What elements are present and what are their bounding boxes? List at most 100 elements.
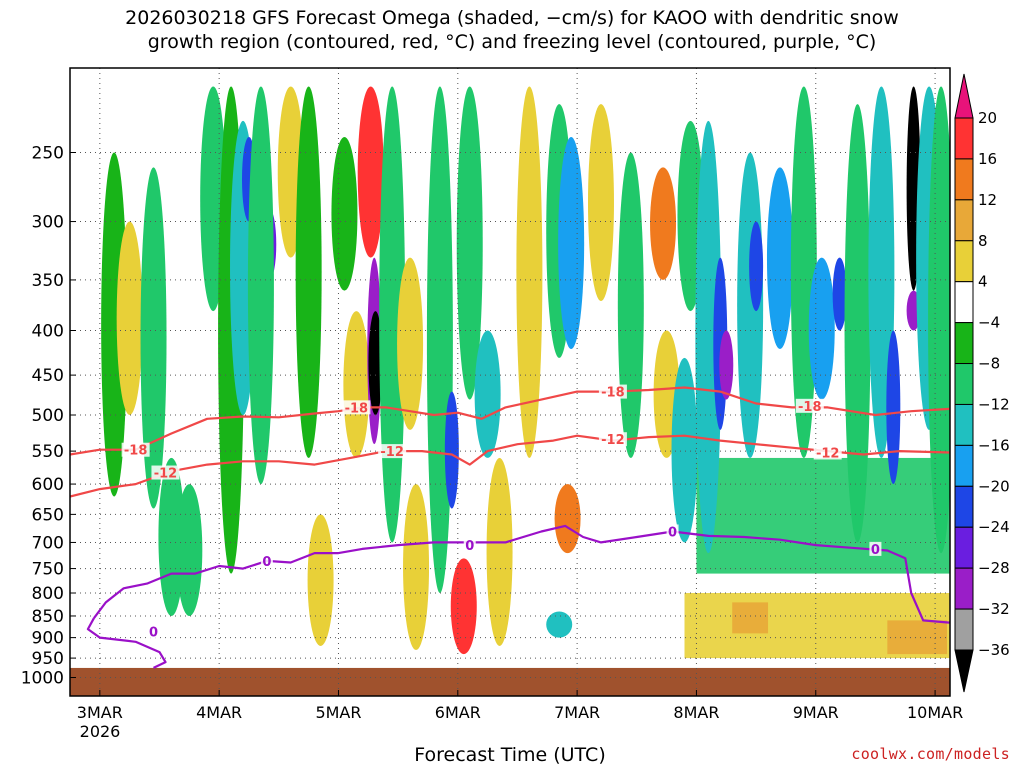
colorbar-label-4: 4 xyxy=(978,273,988,291)
omega-column-50 xyxy=(886,330,901,485)
contour-label-bg-1 xyxy=(342,400,371,415)
colorbar-swatch-12 xyxy=(954,567,974,610)
x-tick-label-4: 7MAR xyxy=(554,703,600,722)
contour-label-bg-10 xyxy=(463,538,476,553)
y-tick-label-450: 450 xyxy=(32,366,64,386)
omega-column-10 xyxy=(247,86,274,485)
omega-column-13 xyxy=(307,514,334,646)
contour-label-bg-8 xyxy=(147,624,160,639)
colorbar-swatch-7 xyxy=(954,363,974,405)
contour-label-bg-7 xyxy=(813,445,842,460)
omega-column-30 xyxy=(558,137,585,349)
y-tick-label-900: 900 xyxy=(32,629,64,649)
colorbar-top-arrow xyxy=(954,73,974,119)
contour-label-0: -18 xyxy=(124,444,148,459)
contour-line-2 xyxy=(93,524,950,624)
y-tick-label-550: 550 xyxy=(32,442,64,462)
contour-label-10: 0 xyxy=(465,539,474,554)
y-tick-label-850: 850 xyxy=(32,607,64,627)
colorbar-legend: 20 16 12 8 4 −4 −8 −12 −16 −20 −24 −28 −32 −36 xyxy=(954,73,1010,693)
colorbar-label-8: −16 xyxy=(978,436,1010,454)
x-axis: 3MAR 4MAR 5MAR 6MAR 7MAR 8MAR 9MAR 10MAR xyxy=(77,690,963,722)
omega-column-28 xyxy=(516,86,543,458)
omega-patch-1 xyxy=(732,602,769,634)
omega-column-27 xyxy=(486,457,513,646)
colorbar-swatch-10 xyxy=(954,485,974,528)
colorbar-swatch-13 xyxy=(954,608,974,651)
contour-line-0 xyxy=(70,386,950,456)
y-tick-label-600: 600 xyxy=(32,475,64,495)
omega-column-12 xyxy=(295,86,322,458)
colorbar-label-11: −28 xyxy=(978,559,1010,577)
omega-column-34 xyxy=(617,152,644,458)
y-tick-label-750: 750 xyxy=(32,560,64,580)
x-tick-label-5: 8MAR xyxy=(673,703,719,722)
omega-column-44 xyxy=(766,167,793,349)
y-tick-label-500: 500 xyxy=(32,406,64,426)
y-tick-label-800: 800 xyxy=(32,584,64,604)
x-tick-label-3: 6MAR xyxy=(435,703,481,722)
chart-title-line1: 2026030218 GFS Forecast Omega (shaded, −… xyxy=(125,7,899,29)
x-tick-label-7: 10MAR xyxy=(907,703,963,722)
contours: -18 -18 -18 -18 -12 -12 -12 -12 0 0 0 0 0 xyxy=(70,384,950,669)
omega-column-22 xyxy=(426,86,453,594)
colorbar-label-1: 16 xyxy=(978,150,997,168)
colorbar-label-6: −8 xyxy=(978,355,1000,373)
contour-label-bg-3 xyxy=(795,398,824,413)
contour-label-5: -12 xyxy=(380,445,404,460)
y-axis: 2503003504004505005506006507007508008509… xyxy=(21,144,76,689)
omega-patch-3 xyxy=(696,457,950,574)
colorbar-label-5: −4 xyxy=(978,314,1000,332)
contour-label-7: -12 xyxy=(816,446,840,461)
contour-label-6: -12 xyxy=(601,433,625,448)
credit-link[interactable]: coolwx.com/models xyxy=(851,745,1010,763)
colorbar-swatch-4 xyxy=(954,240,974,283)
x-axis-label: Forecast Time (UTC) xyxy=(414,744,606,766)
colorbar-swatch-5 xyxy=(954,281,974,324)
contour-label-bg-0 xyxy=(121,442,150,457)
omega-column-41 xyxy=(719,330,734,400)
y-tick-label-400: 400 xyxy=(32,322,64,342)
y-tick-label-950: 950 xyxy=(32,649,64,669)
colorbar-label-9: −20 xyxy=(978,477,1010,495)
omega-column-37 xyxy=(671,357,698,543)
omega-column-23 xyxy=(444,391,459,509)
contour-label-bg-9 xyxy=(260,553,273,568)
y-tick-label-350: 350 xyxy=(32,271,64,291)
chart-title-line2: growth region (contoured, red, °C) and f… xyxy=(147,31,877,53)
omega-column-32 xyxy=(546,611,573,638)
contour-label-bg-6 xyxy=(598,432,627,447)
plot-frame xyxy=(69,67,951,697)
omega-column-45 xyxy=(790,86,817,458)
omega-column-1 xyxy=(116,221,143,416)
colorbar-bottom-arrow xyxy=(954,649,974,693)
omega-column-15 xyxy=(343,311,370,458)
y-tick-label-1000: 1000 xyxy=(21,669,64,689)
omega-column-33 xyxy=(587,104,614,301)
colorbar-swatch-1 xyxy=(954,117,974,160)
colorbar-label-3: 8 xyxy=(978,232,988,250)
colorbar-swatch-8 xyxy=(954,403,974,446)
y-tick-label-300: 300 xyxy=(32,213,64,233)
contour-label-bg-5 xyxy=(378,444,407,459)
x-tick-label-0: 3MAR xyxy=(77,703,123,722)
omega-column-20 xyxy=(397,257,424,430)
colorbar-swatch-11 xyxy=(954,526,974,569)
x-tick-label-2: 5MAR xyxy=(315,703,361,722)
terrain-band xyxy=(70,667,950,696)
omega-column-0 xyxy=(101,152,128,497)
contour-label-bg-12 xyxy=(869,541,882,556)
y-tick-label-700: 700 xyxy=(32,533,64,553)
omega-column-25 xyxy=(450,558,477,655)
omega-column-35 xyxy=(650,167,677,280)
contour-label-8: 0 xyxy=(149,625,158,640)
colorbar-swatch-6 xyxy=(954,322,974,365)
omega-column-4 xyxy=(176,484,203,616)
omega-column-14 xyxy=(331,137,358,291)
colorbar-label-7: −12 xyxy=(978,395,1010,413)
y-tick-label-650: 650 xyxy=(32,505,64,525)
colorbar-swatch-9 xyxy=(954,444,974,487)
terrain-fill xyxy=(70,667,950,696)
omega-column-24 xyxy=(456,86,483,400)
